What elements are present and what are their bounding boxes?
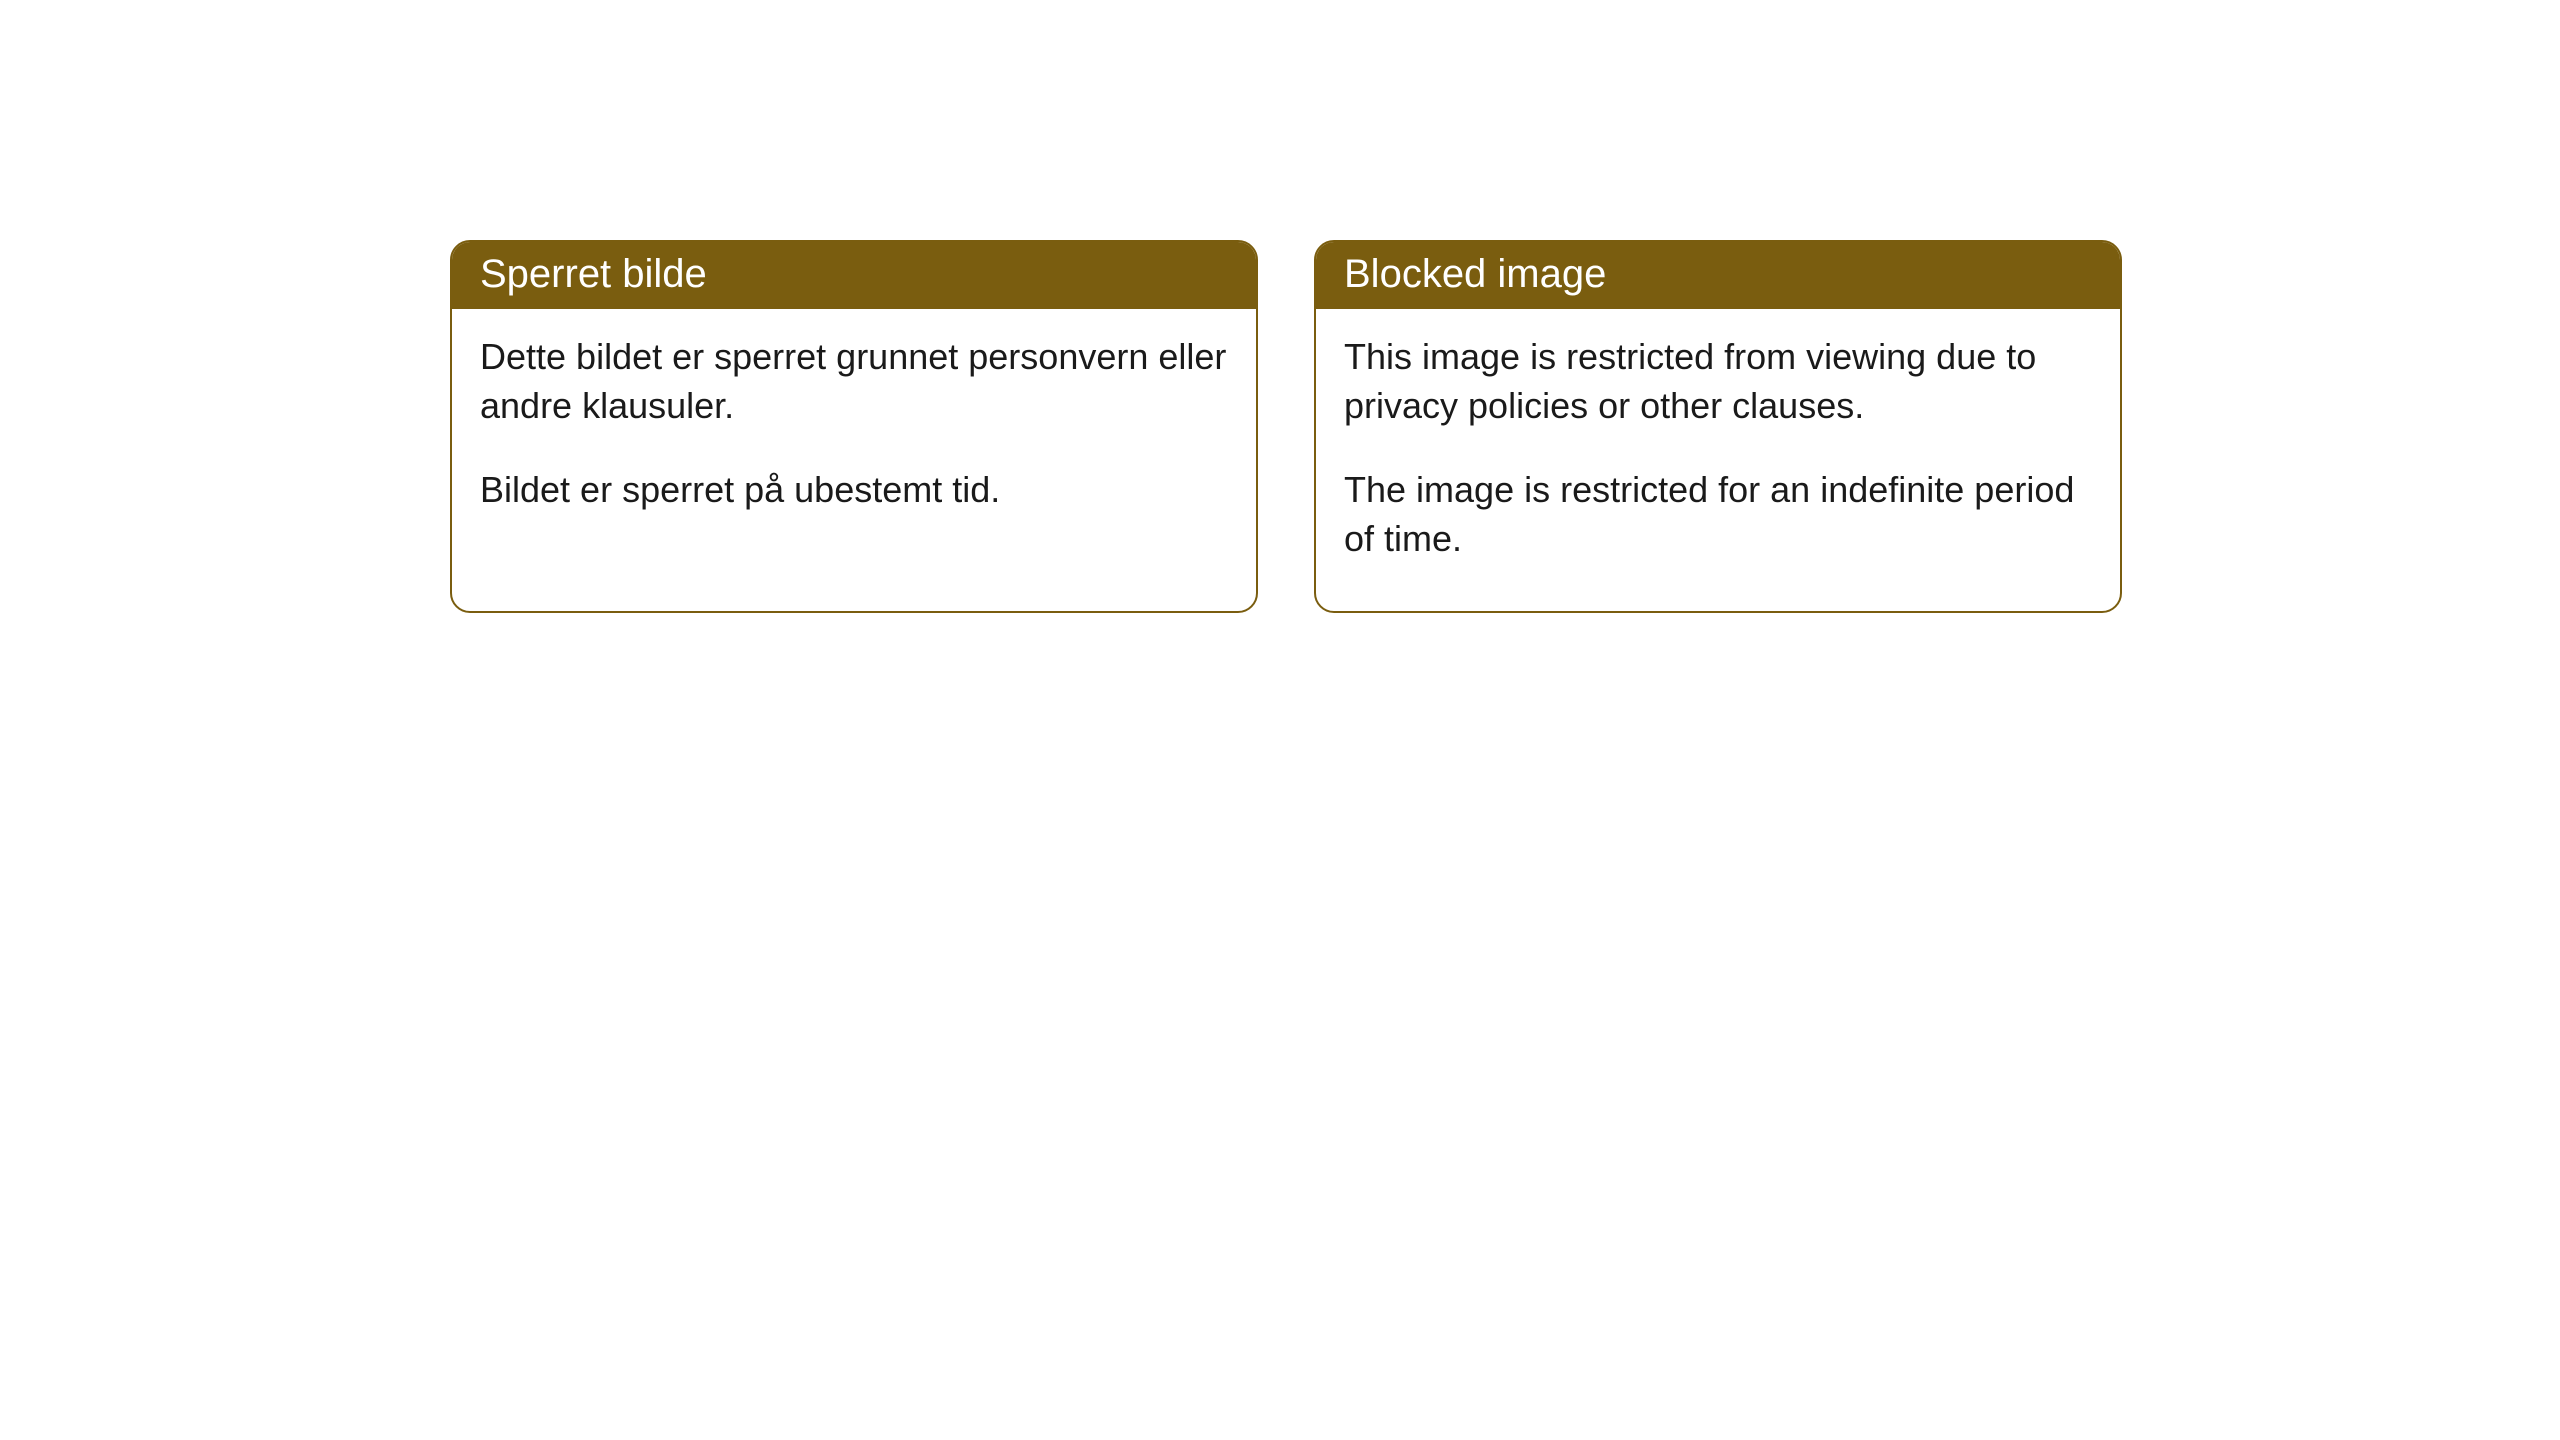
card-paragraph-2: The image is restricted for an indefinit… [1344,466,2092,563]
blocked-image-card-norwegian: Sperret bilde Dette bildet er sperret gr… [450,240,1258,613]
card-paragraph-1: This image is restricted from viewing du… [1344,333,2092,430]
card-title: Blocked image [1344,252,1606,296]
card-paragraph-1: Dette bildet er sperret grunnet personve… [480,333,1228,430]
card-body: Dette bildet er sperret grunnet personve… [452,309,1256,563]
card-paragraph-2: Bildet er sperret på ubestemt tid. [480,466,1228,515]
card-title: Sperret bilde [480,252,707,296]
card-body: This image is restricted from viewing du… [1316,309,2120,611]
notice-cards-container: Sperret bilde Dette bildet er sperret gr… [450,240,2560,613]
card-header: Sperret bilde [452,242,1256,309]
card-header: Blocked image [1316,242,2120,309]
blocked-image-card-english: Blocked image This image is restricted f… [1314,240,2122,613]
